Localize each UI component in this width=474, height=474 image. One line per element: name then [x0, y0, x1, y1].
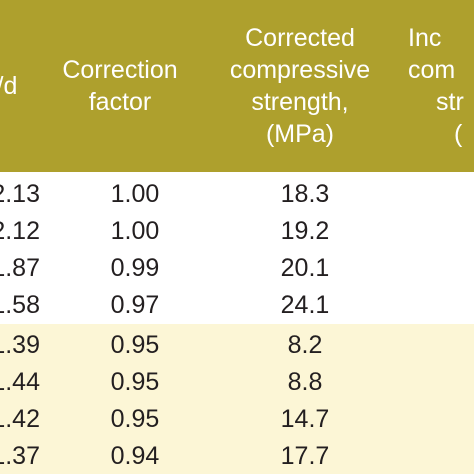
header-corrected-strength: Corrected compressive strength, (MPa) — [205, 0, 395, 172]
cell-corrected-strength: 8.8 — [287, 368, 323, 396]
cell-corrected-strength: 24.1 — [280, 291, 330, 319]
cell-corrected-strength: 8.2 — [287, 331, 323, 359]
header-inc-line4: ( — [454, 120, 463, 148]
cell-correction-factor: 0.95 — [110, 405, 160, 433]
table-header: h/d Correction factor Corrected compress… — [0, 0, 474, 172]
cell-hd: 1.58 — [0, 291, 40, 319]
cell-correction-factor: 0.97 — [110, 291, 160, 319]
cell-corrected-strength: 19.2 — [280, 217, 330, 245]
cell-hd: 1.42 — [0, 405, 40, 433]
table-row: 2.13 1.00 18.3 — [0, 176, 474, 212]
cell-hd: 1.87 — [0, 254, 40, 282]
header-ccs-line3: strength, — [251, 88, 349, 116]
cell-hd: 1.37 — [0, 442, 40, 470]
table-row: 1.39 0.95 8.2 — [0, 327, 474, 363]
header-ccs-line4: (MPa) — [265, 120, 335, 148]
table-row: 1.37 0.94 17.7 — [0, 438, 474, 474]
header-inc-line3: str — [436, 88, 464, 116]
shaded-row-group — [0, 324, 474, 474]
table-row: 1.87 0.99 20.1 — [0, 250, 474, 286]
header-cf-line2: factor — [88, 88, 152, 116]
cell-correction-factor: 0.95 — [110, 331, 160, 359]
cell-corrected-strength: 14.7 — [280, 405, 330, 433]
header-increased: Inc com str ( — [408, 0, 474, 172]
cell-corrected-strength: 20.1 — [280, 254, 330, 282]
header-ccs-line2: compressive — [229, 56, 371, 84]
cell-correction-factor: 0.94 — [110, 442, 160, 470]
cell-hd: 2.12 — [0, 217, 40, 245]
cell-correction-factor: 1.00 — [110, 180, 160, 208]
table-row: 2.12 1.00 19.2 — [0, 213, 474, 249]
cell-hd: 1.44 — [0, 368, 40, 396]
header-correction-factor: Correction factor — [55, 0, 185, 172]
cell-correction-factor: 0.99 — [110, 254, 160, 282]
header-hd-line: h/d — [0, 72, 18, 100]
table-row: 1.44 0.95 8.8 — [0, 364, 474, 400]
cell-hd: 2.13 — [0, 180, 40, 208]
header-hd: h/d — [0, 0, 40, 172]
cell-corrected-strength: 17.7 — [280, 442, 330, 470]
header-inc-line1: Inc — [408, 24, 442, 52]
cell-correction-factor: 1.00 — [110, 217, 160, 245]
table-row: 1.42 0.95 14.7 — [0, 401, 474, 437]
cell-correction-factor: 0.95 — [110, 368, 160, 396]
header-cf-line1: Correction — [62, 56, 178, 84]
cell-hd: 1.39 — [0, 331, 40, 359]
header-inc-line2: com — [408, 56, 456, 84]
header-ccs-line1: Corrected — [245, 24, 355, 52]
table-row: 1.58 0.97 24.1 — [0, 287, 474, 323]
cell-corrected-strength: 18.3 — [280, 180, 330, 208]
